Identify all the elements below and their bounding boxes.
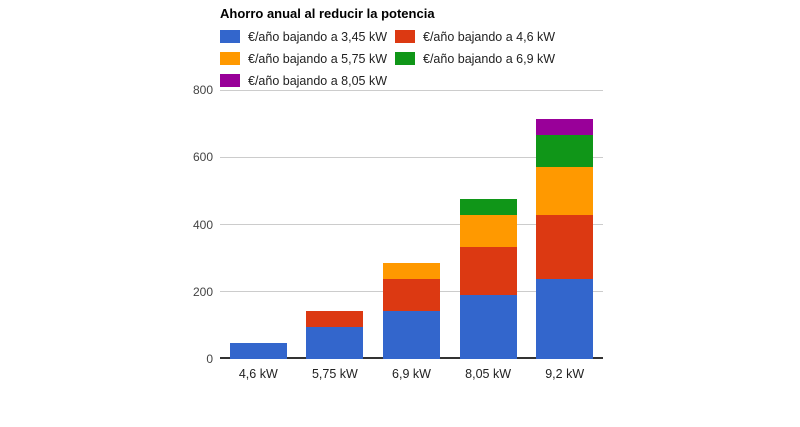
legend-item: €/año bajando a 6,9 kW <box>395 51 556 66</box>
bar-segment[interactable] <box>229 343 287 359</box>
legend: €/año bajando a 3,45 kW €/año bajando a 4… <box>220 29 556 88</box>
bar-segment[interactable] <box>536 214 594 279</box>
bar-segment[interactable] <box>459 246 517 295</box>
legend-label: €/año bajando a 4,6 kW <box>423 29 556 44</box>
gridline <box>220 224 603 225</box>
legend-label: €/año bajando a 3,45 kW <box>248 29 387 44</box>
legend-label: €/año bajando a 5,75 kW <box>248 51 387 66</box>
bar-segment[interactable] <box>536 134 594 167</box>
bar-segment[interactable] <box>383 278 440 311</box>
plot-area <box>220 90 603 359</box>
x-category-label: 9,2 kW <box>545 367 585 381</box>
x-category-label: 4,6 kW <box>238 367 278 381</box>
y-tick-label: 800 <box>192 83 213 97</box>
bar-segment[interactable] <box>383 310 440 359</box>
bar-segment[interactable] <box>459 198 517 215</box>
gridline <box>220 156 603 158</box>
y-tick-label: 400 <box>192 217 213 232</box>
legend-item: €/año bajando a 4,6 kW <box>395 29 556 44</box>
x-category-label: 8,05 kW <box>465 367 512 381</box>
bar-segment[interactable] <box>536 118 594 135</box>
legend-swatch <box>220 74 240 87</box>
y-tick-label: 200 <box>192 284 213 299</box>
bar-segment[interactable] <box>383 262 440 279</box>
bar-segment[interactable] <box>306 311 364 327</box>
legend-item: €/año bajando a 3,45 kW <box>220 29 395 44</box>
gridline <box>220 90 603 91</box>
legend-label: €/año bajando a 8,05 kW <box>248 73 387 88</box>
bar-segment[interactable] <box>459 294 517 359</box>
bar-segment[interactable] <box>536 278 594 359</box>
legend-item: €/año bajando a 5,75 kW <box>220 51 395 66</box>
y-axis-labels: 0 200 400 600 800 <box>174 83 213 366</box>
bar-segment[interactable] <box>306 327 364 359</box>
x-category-label: 5,75 kW <box>311 367 358 381</box>
legend-swatch <box>220 52 240 65</box>
x-category-label: 6,9 kW <box>392 367 431 381</box>
x-axis-labels: 4,6 kW 5,75 kW 6,9 kW 8,05 kW 9,2 kW <box>220 367 603 383</box>
legend-item: €/año bajando a 8,05 kW <box>220 73 395 88</box>
bar-segment[interactable] <box>536 166 594 215</box>
y-tick-label: 0 <box>206 352 213 366</box>
y-tick-label: 600 <box>192 150 213 165</box>
chart-title: Ahorro anual al reducir la potencia <box>220 6 435 21</box>
legend-swatch <box>220 30 240 43</box>
legend-swatch <box>395 30 415 43</box>
legend-label: €/año bajando a 6,9 kW <box>423 51 556 66</box>
legend-swatch <box>395 52 415 65</box>
bar-segment[interactable] <box>459 214 517 247</box>
